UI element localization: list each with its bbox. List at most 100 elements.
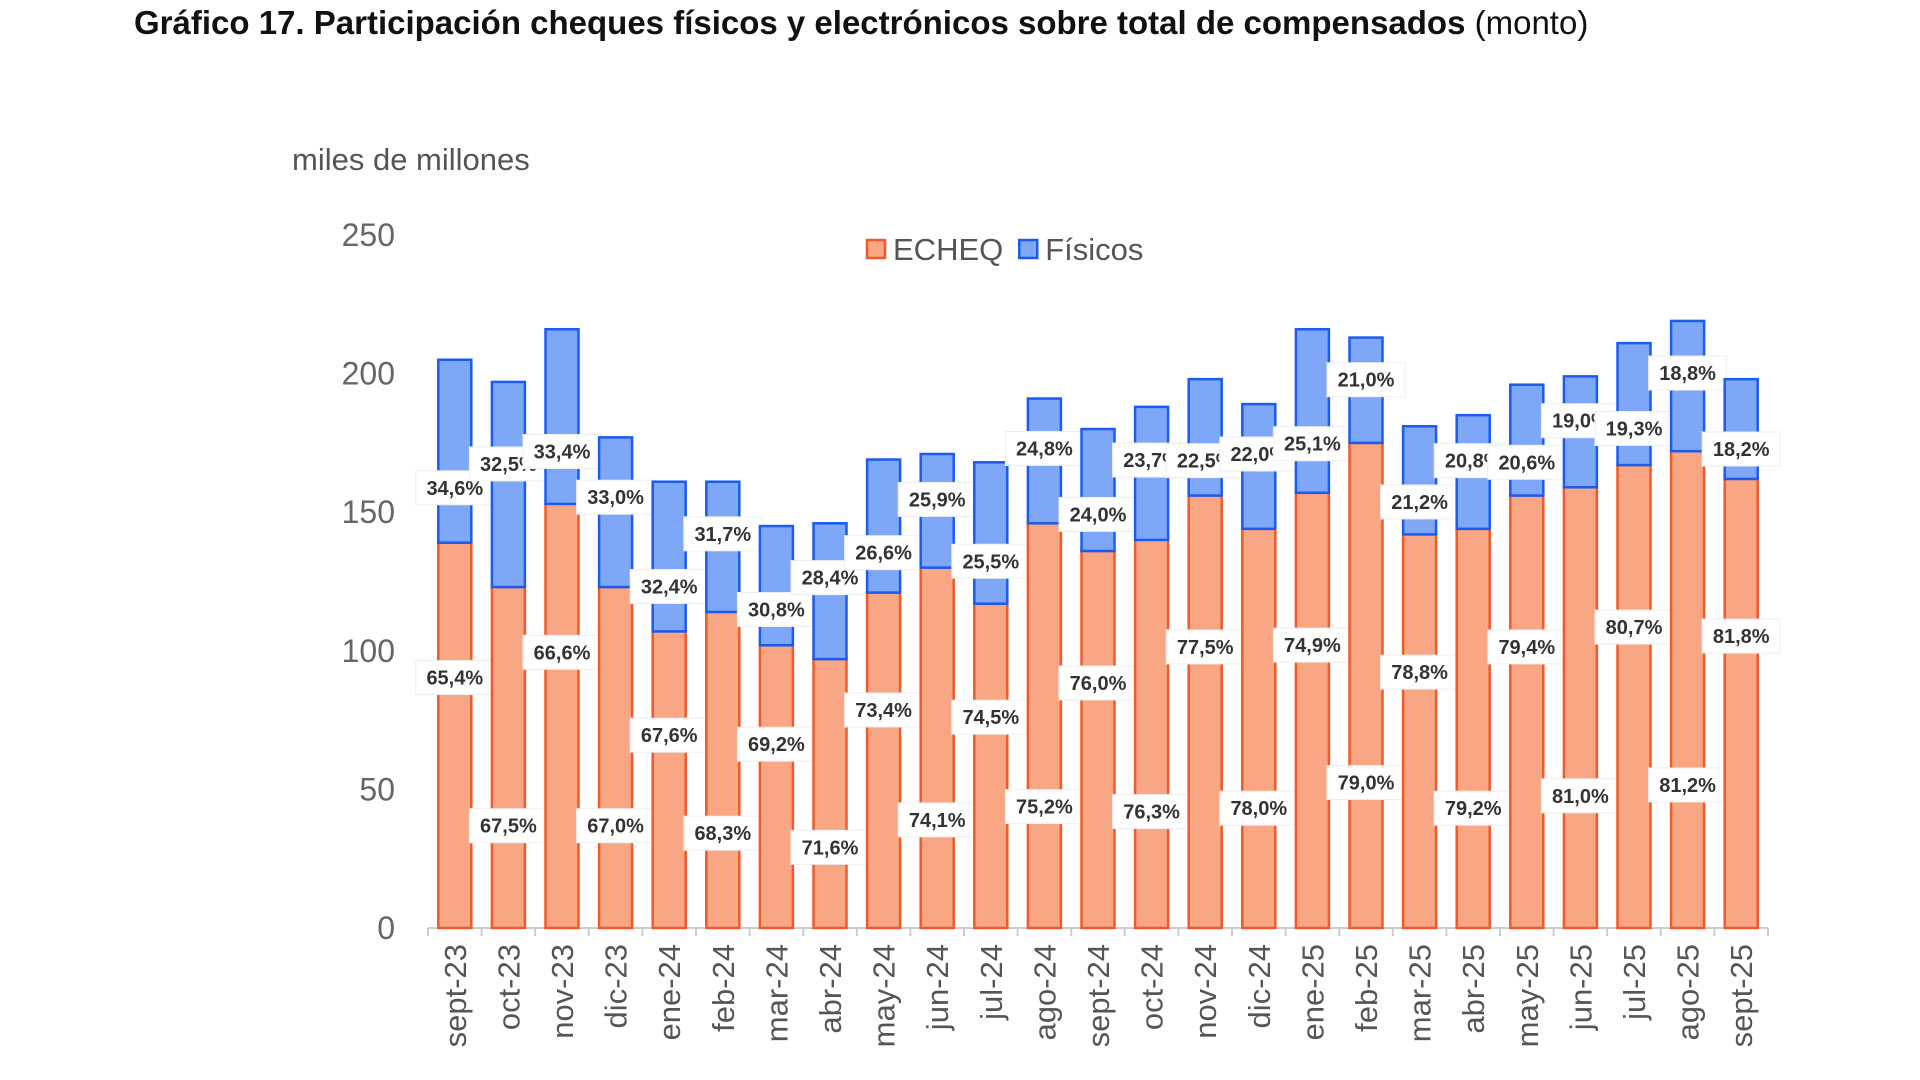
bar-echeq-sept-23: [437, 541, 473, 930]
data-label-físicos: 25,9%: [909, 489, 966, 511]
x-tick-label: oct-24: [1135, 944, 1170, 1030]
data-label-box: [415, 660, 495, 696]
data-label-box: [1326, 362, 1406, 398]
data-label-box: [1701, 431, 1781, 467]
x-tick-label: sept-25: [1724, 944, 1759, 1047]
legend-label-físicos: Físicos: [1045, 232, 1143, 267]
x-tick-label: jul-25: [1617, 944, 1652, 1021]
data-label-echeq: 67,6%: [641, 725, 698, 747]
data-label-físicos: 33,4%: [534, 441, 591, 463]
data-label-box: [1272, 426, 1352, 462]
bar-echeq-may-24: [865, 591, 902, 930]
data-label-echeq: 74,1%: [909, 810, 966, 832]
data-label-echeq: 69,2%: [748, 734, 805, 756]
data-label-físicos: 26,6%: [855, 543, 912, 565]
data-label-box: [1112, 794, 1192, 830]
data-label-echeq: 79,2%: [1445, 798, 1502, 820]
data-label-box: [468, 808, 548, 844]
data-label-físicos: 19,3%: [1606, 418, 1663, 440]
bar-echeq-dic-24: [1241, 527, 1277, 930]
y-tick-label: 150: [342, 494, 395, 530]
bar-físicos-ene-24: [651, 480, 687, 633]
x-tick-label: abr-25: [1456, 944, 1491, 1034]
bar-físicos-jul-25: [1616, 341, 1652, 467]
data-label-box: [1594, 410, 1674, 446]
data-label-box: [1701, 618, 1781, 654]
bar-echeq-may-25: [1509, 494, 1545, 930]
data-label-echeq: 80,7%: [1606, 617, 1663, 639]
bar-echeq-jul-24: [973, 602, 1009, 930]
x-tick-label: feb-24: [706, 944, 741, 1032]
x-tick-label: ago-25: [1671, 944, 1706, 1041]
chart-title: Gráfico 17. Participación cheques físico…: [134, 4, 1588, 42]
data-label-box: [844, 692, 924, 728]
data-label-box: [1165, 629, 1245, 665]
data-label-box: [1272, 627, 1352, 663]
data-label-echeq: 67,5%: [480, 816, 537, 838]
data-label-echeq: 76,0%: [1070, 673, 1127, 695]
data-label-físicos: 25,1%: [1284, 434, 1341, 456]
data-label-box: [522, 433, 602, 469]
data-label-box: [1648, 355, 1728, 391]
data-label-físicos: 31,7%: [694, 524, 751, 546]
data-label-box: [1380, 654, 1460, 690]
data-label-echeq: 65,4%: [426, 668, 483, 690]
data-label-físicos: 21,2%: [1391, 492, 1448, 514]
data-label-echeq: 75,2%: [1016, 797, 1073, 819]
data-label-físicos: 30,8%: [748, 599, 805, 621]
data-label-echeq: 77,5%: [1177, 637, 1234, 659]
data-label-físicos: 20,6%: [1498, 452, 1555, 474]
data-label-box: [1219, 790, 1299, 826]
data-label-box: [1487, 444, 1567, 480]
data-label-box: [683, 516, 763, 552]
y-tick-label: 250: [342, 217, 395, 253]
x-tick-label: nov-23: [545, 944, 580, 1039]
data-label-físicos: 34,6%: [426, 478, 483, 500]
bar-echeq-abr-24: [812, 657, 848, 930]
data-label-box: [951, 543, 1031, 579]
x-tick-label: may-25: [1510, 944, 1545, 1047]
data-label-físicos: 32,4%: [641, 576, 698, 598]
x-tick-label: sept-23: [438, 944, 473, 1047]
bar-físicos-oct-23: [490, 380, 527, 589]
bar-echeq-jun-24: [919, 566, 955, 930]
y-tick-label: 200: [342, 356, 395, 392]
data-label-echeq: 81,8%: [1713, 626, 1770, 648]
data-label-echeq: 68,3%: [694, 823, 751, 845]
x-tick-label: ago-24: [1027, 944, 1062, 1041]
data-label-box: [951, 699, 1031, 735]
bar-echeq-sept-25: [1723, 477, 1759, 930]
bar-echeq-feb-25: [1348, 441, 1384, 930]
bar-echeq-dic-23: [597, 585, 634, 930]
x-tick-label: mar-24: [759, 944, 794, 1042]
x-tick-label: ene-25: [1295, 944, 1330, 1041]
data-label-box: [629, 568, 709, 604]
data-label-echeq: 76,3%: [1123, 802, 1180, 824]
data-label-físicos: 24,0%: [1070, 504, 1127, 526]
x-tick-label: abr-24: [813, 944, 848, 1034]
x-tick-label: jun-25: [1563, 944, 1598, 1031]
bar-echeq-sept-24: [1080, 549, 1116, 930]
bar-echeq-mar-25: [1401, 533, 1438, 930]
x-tick-label: feb-25: [1349, 944, 1384, 1032]
data-label-echeq: 66,6%: [534, 642, 591, 664]
y-tick-label: 0: [377, 910, 395, 946]
data-label-echeq: 71,6%: [802, 837, 859, 859]
x-tick-label: dic-24: [1242, 944, 1277, 1028]
data-label-box: [736, 726, 816, 762]
data-label-físicos: 18,8%: [1659, 363, 1716, 385]
x-tick-label: oct-23: [491, 944, 526, 1030]
bar-echeq-mar-24: [758, 644, 795, 930]
data-label-echeq: 78,0%: [1230, 798, 1287, 820]
data-label-box: [1380, 484, 1460, 520]
chart-title-bold: Gráfico 17. Participación cheques físico…: [134, 4, 1466, 41]
data-label-box: [1594, 609, 1674, 645]
bar-echeq-nov-23: [544, 502, 580, 930]
legend-label-echeq: ECHEQ: [893, 232, 1003, 267]
data-label-echeq: 81,2%: [1659, 775, 1716, 797]
data-label-box: [1433, 790, 1513, 826]
bar-físicos-nov-23: [544, 327, 580, 506]
data-label-box: [844, 535, 924, 571]
data-label-echeq: 74,5%: [962, 707, 1019, 729]
